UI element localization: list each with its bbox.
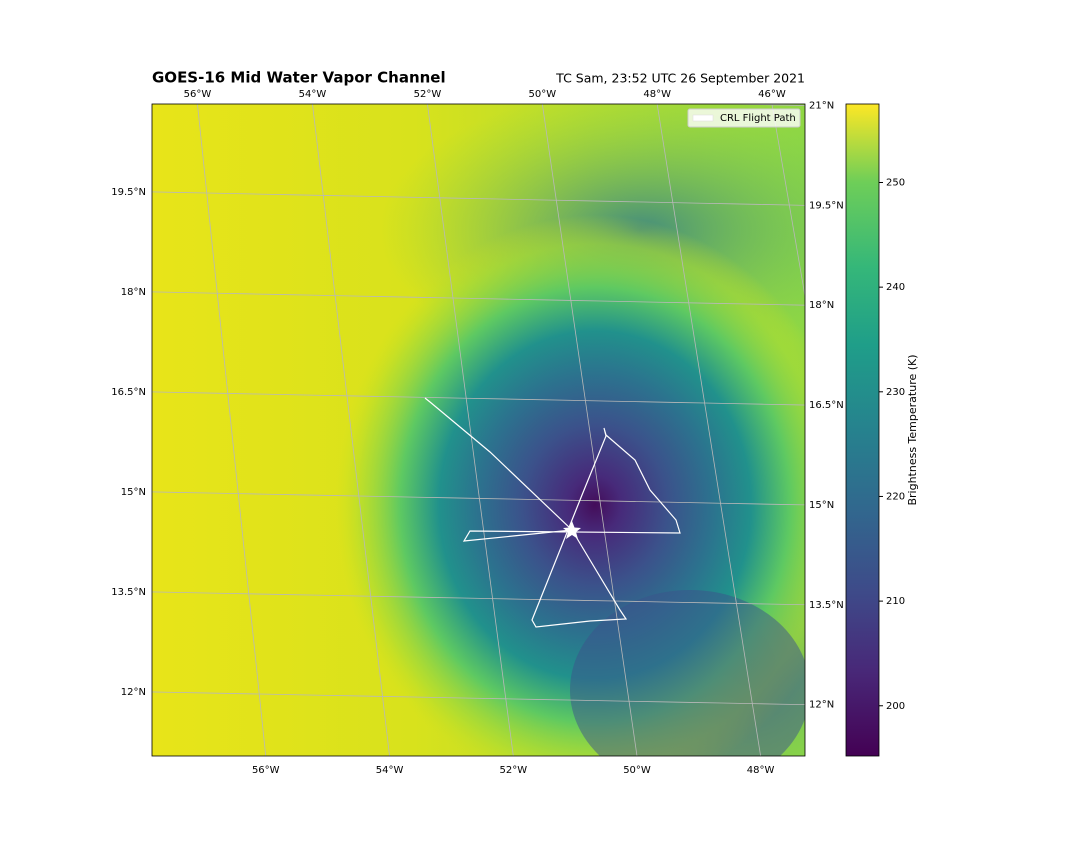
lat-label: 21°N [809, 101, 834, 112]
meridian [656, 104, 762, 756]
lon-label: 50°W [623, 765, 651, 776]
lat-label: 15°N [121, 487, 146, 498]
meridian [197, 104, 267, 756]
lat-label: 18°N [121, 287, 146, 298]
colorbar-tick-label: 250 [886, 177, 905, 188]
title: GOES-16 Mid Water Vapor Channel [152, 69, 446, 87]
lon-label: 52°W [500, 765, 528, 776]
legend-label: CRL Flight Path [720, 113, 796, 124]
lat-label: 19.5°N [111, 187, 146, 198]
lon-label: 46°W [758, 89, 786, 100]
parallel [152, 191, 805, 206]
colorbar-tick-label: 200 [886, 701, 905, 712]
lat-label: 12°N [809, 700, 834, 711]
colorbar-tick-label: 220 [886, 491, 905, 502]
meridian [541, 104, 638, 756]
lat-label: 19.5°N [809, 200, 844, 211]
colorbar-tick-label: 210 [886, 596, 905, 607]
lat-label: 13.5°N [809, 600, 844, 611]
lon-label: 48°W [747, 765, 775, 776]
lat-label: 18°N [809, 300, 834, 311]
lon-label: 56°W [252, 765, 280, 776]
lat-label: 16.5°N [111, 387, 146, 398]
meridian [312, 104, 390, 756]
lat-label: 16.5°N [809, 400, 844, 411]
legend: CRL Flight Path [687, 108, 801, 128]
lon-label: 48°W [643, 89, 671, 100]
parallel [152, 691, 805, 706]
satellite-image [152, 104, 805, 756]
map-frame [151, 103, 806, 757]
flight-path [424, 397, 681, 628]
lat-label: 12°N [121, 687, 146, 698]
lon-label: 52°W [414, 89, 442, 100]
colorbar-tick-label: 240 [886, 282, 905, 293]
lon-label: 56°W [184, 89, 212, 100]
lat-label: 15°N [809, 500, 834, 511]
lon-label: 54°W [299, 89, 327, 100]
lat-label: 13.5°N [111, 587, 146, 598]
parallel [152, 591, 805, 606]
lon-label: 50°W [529, 89, 557, 100]
colorbar-tick-label: 230 [886, 387, 905, 398]
parallel [152, 391, 805, 406]
parallel [152, 291, 805, 306]
meridian [427, 104, 514, 756]
colorbar [845, 103, 880, 757]
colorbar-label: Brightness Temperature (K) [906, 354, 919, 505]
lon-label: 54°W [376, 765, 404, 776]
subtitle: TC Sam, 23:52 UTC 26 September 2021 [555, 71, 805, 86]
